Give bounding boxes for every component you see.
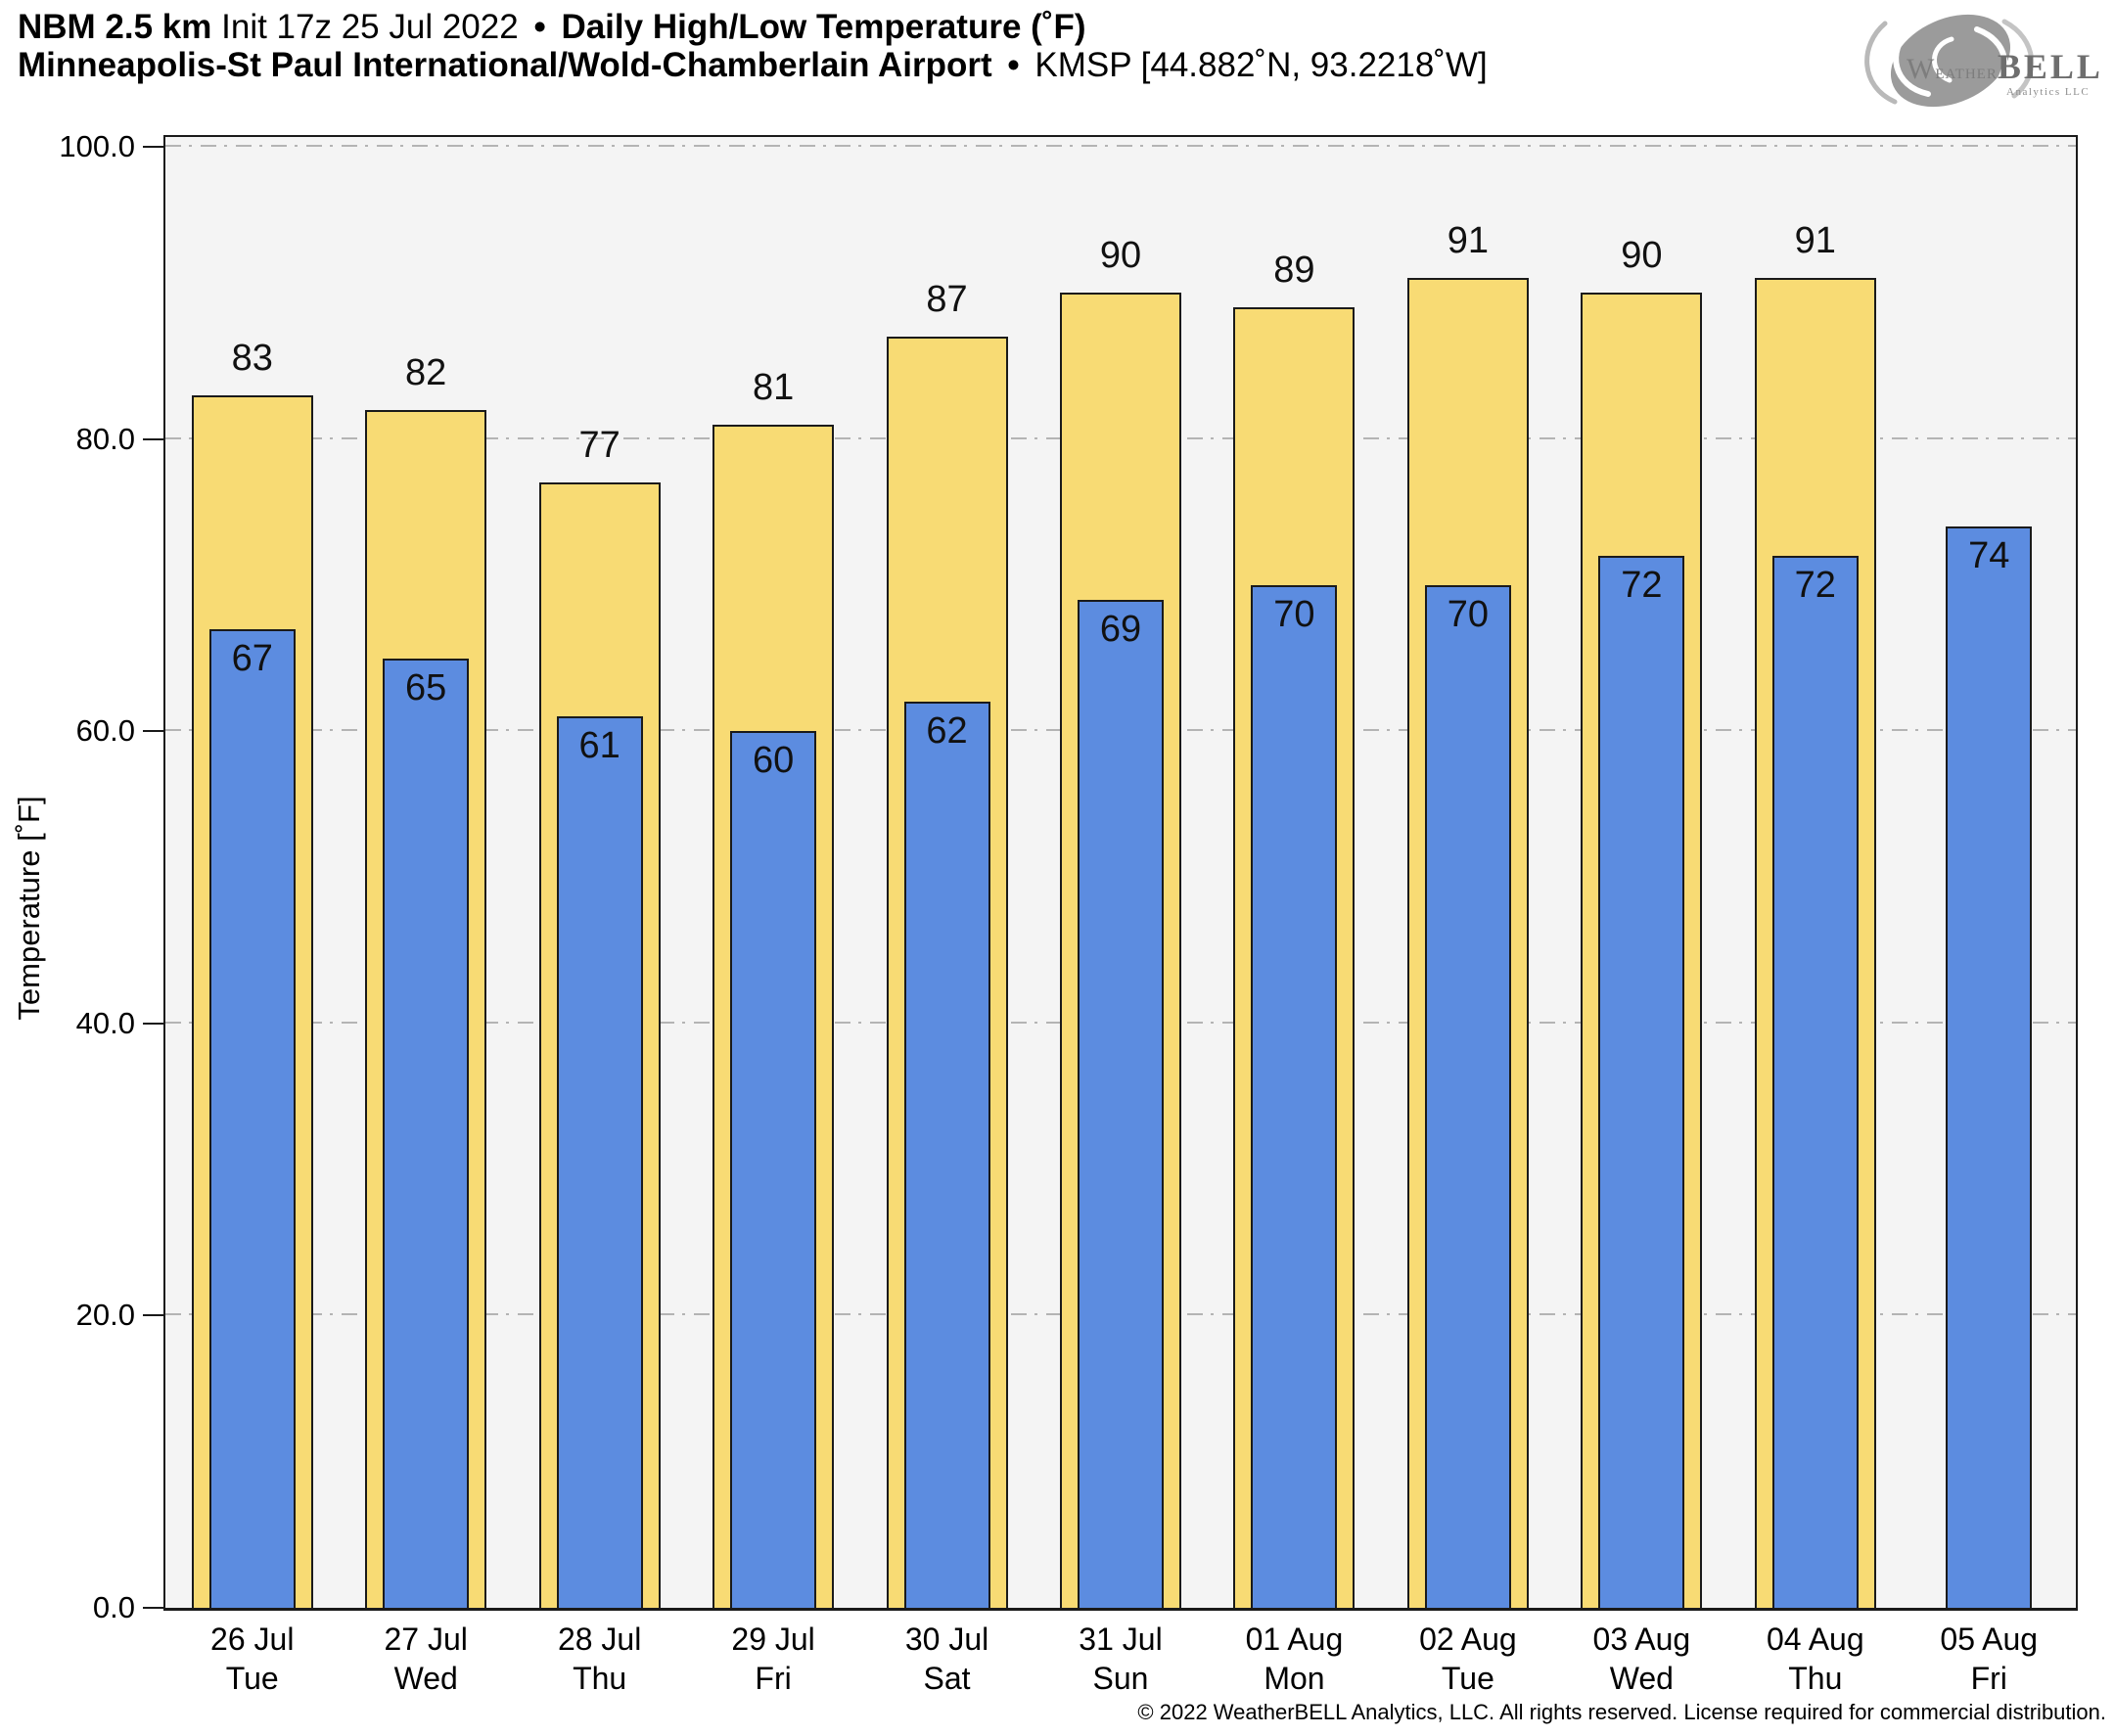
y-axis-tick [143,146,163,148]
low-bar [1598,556,1685,1608]
station-name: Minneapolis-St Paul International/Wold-C… [18,46,992,84]
gridline-100 [165,145,2076,147]
low-bar [730,731,817,1608]
x-axis-tick-label-date: 01 Aug [1245,1622,1344,1657]
low-value-label: 60 [752,740,795,782]
plot-area: 83 67 82 65 77 61 81 60 87 62 90 69 89 70 91 70 90 72 91 72… [163,135,2078,1611]
low-value-label: 70 [1447,593,1490,635]
x-axis-tick-label: 01 Aug Mon [1208,1620,1381,1698]
high-value-label: 91 [1447,220,1490,262]
y-axis-tick-label: 20.0 [75,1298,135,1333]
high-value-label: 90 [1099,235,1142,277]
x-axis-tick-label-date: 31 Jul [1079,1622,1163,1657]
low-bar [1424,584,1511,1608]
subtitle-separator: • [1007,46,1020,84]
x-axis-tick-label-date: 26 Jul [210,1622,295,1657]
chart-subtitle: Minneapolis-St Paul International/Wold-C… [18,46,1488,85]
y-axis-title: Temperature [˚F] [12,796,46,1021]
x-axis-tick-label-day: Fri [1970,1661,2007,1696]
low-bar [383,658,470,1608]
low-value-label: 62 [926,710,968,753]
high-value-label: 91 [1794,220,1836,262]
low-bar [1078,599,1164,1608]
high-value-label: 81 [752,366,795,408]
high-value-label: 90 [1621,235,1663,277]
x-axis-tick-label-day: Wed [1609,1661,1674,1696]
x-axis-tick-label-day: Tue [225,1661,279,1696]
y-axis-tick [143,437,163,440]
y-axis-tick-label: 100.0 [59,129,135,163]
high-value-label: 87 [926,279,968,321]
low-value-label: 72 [1621,565,1663,607]
low-value-label: 67 [231,637,273,679]
low-bar [1946,526,2033,1608]
y-axis-tick [143,1022,163,1025]
title-separator: • [533,8,546,46]
x-axis-tick-label: 28 Jul Thu [513,1620,686,1698]
high-value-label: 83 [231,337,273,379]
low-value-label: 61 [578,725,620,767]
low-value-label: 65 [405,666,447,708]
x-axis-tick-label-day: Tue [1441,1661,1494,1696]
low-value-label: 70 [1273,593,1315,635]
low-bar [903,702,990,1608]
x-axis-tick-label-day: Mon [1264,1661,1325,1696]
x-axis-tick-label-day: Wed [393,1661,458,1696]
y-axis-tick-label: 40.0 [75,1005,135,1040]
logo-weather-text: W [1907,53,1935,85]
x-axis-tick-label: 27 Jul Wed [339,1620,512,1698]
y-axis-tick-label: 60.0 [75,713,135,749]
x-axis-tick-label-day: Sat [923,1661,971,1696]
x-axis-tick-label: 29 Jul Fri [686,1620,859,1698]
low-bar [556,716,643,1608]
high-value-label: 77 [578,425,620,467]
y-axis-tick [143,1607,163,1609]
x-axis-tick-label: 30 Jul Sat [860,1620,1034,1698]
low-value-label: 74 [1968,535,2010,577]
low-bar [1771,556,1859,1608]
x-axis-tick-label-day: Sun [1092,1661,1149,1696]
x-axis-tick-label: 31 Jul Sun [1034,1620,1207,1698]
x-axis-tick-label-date: 27 Jul [384,1622,468,1657]
x-axis-tick-label-day: Thu [1788,1661,1843,1696]
hurricane-swirl-icon [1864,14,2035,108]
x-axis-tick-label: 26 Jul Tue [165,1620,339,1698]
copyright-notice: © 2022 WeatherBELL Analytics, LLC. All r… [1137,1700,2106,1724]
low-value-label: 69 [1099,608,1142,650]
y-axis-tick-label: 80.0 [75,421,135,456]
product-name: Daily High/Low Temperature (˚F) [561,8,1086,46]
x-axis-tick-label: 03 Aug Wed [1555,1620,1728,1698]
high-value-label: 82 [405,351,447,393]
low-bar [1251,584,1338,1608]
y-axis-tick [143,730,163,733]
x-axis-tick-label: 05 Aug Fri [1903,1620,2076,1698]
logo-wordmark: WeatherBELL [1907,47,2103,86]
x-axis-tick-label-date: 29 Jul [731,1622,815,1657]
y-axis-tick-label: 0.0 [92,1590,135,1624]
x-axis-tick-label-date: 03 Aug [1592,1622,1691,1657]
model-name: NBM 2.5 km [18,8,212,46]
x-axis-tick-label-date: 05 Aug [1940,1622,2039,1657]
y-axis-tick [143,1314,163,1317]
x-axis-tick-label: 02 Aug Tue [1381,1620,1554,1698]
x-axis-tick-label-day: Fri [755,1661,792,1696]
high-value-label: 89 [1273,250,1315,292]
x-axis-tick-label-date: 28 Jul [557,1622,642,1657]
chart-title: NBM 2.5 km Init 17z 25 Jul 2022 • Daily … [18,8,1086,47]
low-value-label: 72 [1794,565,1836,607]
low-bar [208,628,296,1608]
x-axis-tick-label-date: 04 Aug [1766,1622,1864,1657]
x-axis-tick-label-date: 02 Aug [1419,1622,1517,1657]
x-axis-tick-label-date: 30 Jul [904,1622,989,1657]
weatherbell-logo: WeatherBELL Analytics LLC [1864,14,2103,108]
x-axis-tick-label: 04 Aug Thu [1728,1620,1902,1698]
logo-subtext: Analytics LLC [2006,86,2090,98]
station-id: KMSP [44.882˚N, 93.2218˚W] [1034,46,1488,84]
init-time: Init 17z 25 Jul 2022 [221,8,519,46]
x-axis-tick-label-day: Thu [573,1661,627,1696]
